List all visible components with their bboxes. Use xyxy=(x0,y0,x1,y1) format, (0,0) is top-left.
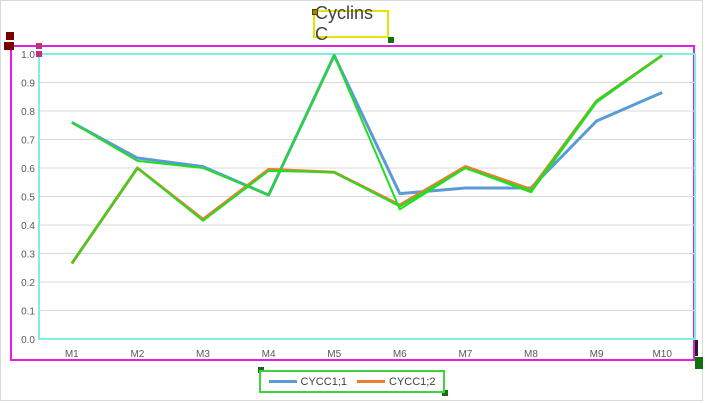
overlay-line-2 xyxy=(70,54,663,265)
x-tick-label: M8 xyxy=(524,349,538,360)
x-tick-label: M9 xyxy=(590,349,604,360)
x-tick-label: M6 xyxy=(393,349,407,360)
title-handle-br[interactable] xyxy=(388,37,394,43)
y-axis-ticks: 0.0 0.1 0.2 0.3 0.4 0.5 0.6 0.7 0.8 0.9 1.0 xyxy=(21,50,35,346)
x-tick-label: M10 xyxy=(652,349,672,360)
y-tick-label: 0.7 xyxy=(21,136,35,147)
y-tick-label: 0.8 xyxy=(21,107,35,118)
title-handle-tl[interactable] xyxy=(312,9,318,15)
legend-swatch-1 xyxy=(268,380,297,383)
series-lines xyxy=(70,53,664,265)
legend-label-2: CYCC1;2 xyxy=(389,375,436,388)
y-tick-label: 0.0 xyxy=(21,335,35,346)
legend-label-1: CYCC1;1 xyxy=(300,375,347,388)
y-tick-label: 0.5 xyxy=(21,193,35,204)
series-line-1 xyxy=(71,53,663,197)
x-tick-label: M7 xyxy=(458,349,472,360)
gridlines xyxy=(39,53,695,340)
legend[interactable]: CYCC1;1 CYCC1;2 xyxy=(259,370,445,393)
chart-title[interactable]: Cyclins C xyxy=(313,3,389,44)
chart-title-text: Cyclins C xyxy=(315,3,374,44)
x-tick-label: M5 xyxy=(327,349,341,360)
x-tick-label: M2 xyxy=(130,349,144,360)
y-tick-label: 0.2 xyxy=(21,278,35,289)
x-tick-label: M1 xyxy=(65,349,79,360)
x-tick-label: M3 xyxy=(196,349,210,360)
series-line-2 xyxy=(70,54,664,265)
y-tick-label: 0.4 xyxy=(21,221,35,232)
legend-handle-br[interactable] xyxy=(442,390,448,396)
y-tick-label: 0.1 xyxy=(21,307,35,318)
y-tick-label: 0.6 xyxy=(21,164,35,175)
y-tick-label: 0.9 xyxy=(21,79,35,90)
x-axis-ticks: M1 M2 M3 M4 M5 M6 M7 M8 M9 M10 xyxy=(65,349,673,360)
plot-handle-br[interactable] xyxy=(695,357,703,369)
plot-handle-right[interactable] xyxy=(695,340,698,356)
plot-inner-border xyxy=(38,53,696,340)
x-tick-label: M4 xyxy=(262,349,276,360)
legend-item-2: CYCC1;2 xyxy=(357,376,435,388)
legend-swatch-2 xyxy=(357,380,385,383)
plot-handle-left[interactable] xyxy=(36,51,42,57)
plot-handle-tl2[interactable] xyxy=(4,42,14,50)
y-tick-label: 1.0 xyxy=(21,50,35,61)
plot-handle-top[interactable] xyxy=(36,43,42,49)
legend-item-1: CYCC1;1 xyxy=(268,375,347,388)
plot-handle-tl[interactable] xyxy=(6,32,14,40)
y-tick-label: 0.3 xyxy=(21,250,35,261)
